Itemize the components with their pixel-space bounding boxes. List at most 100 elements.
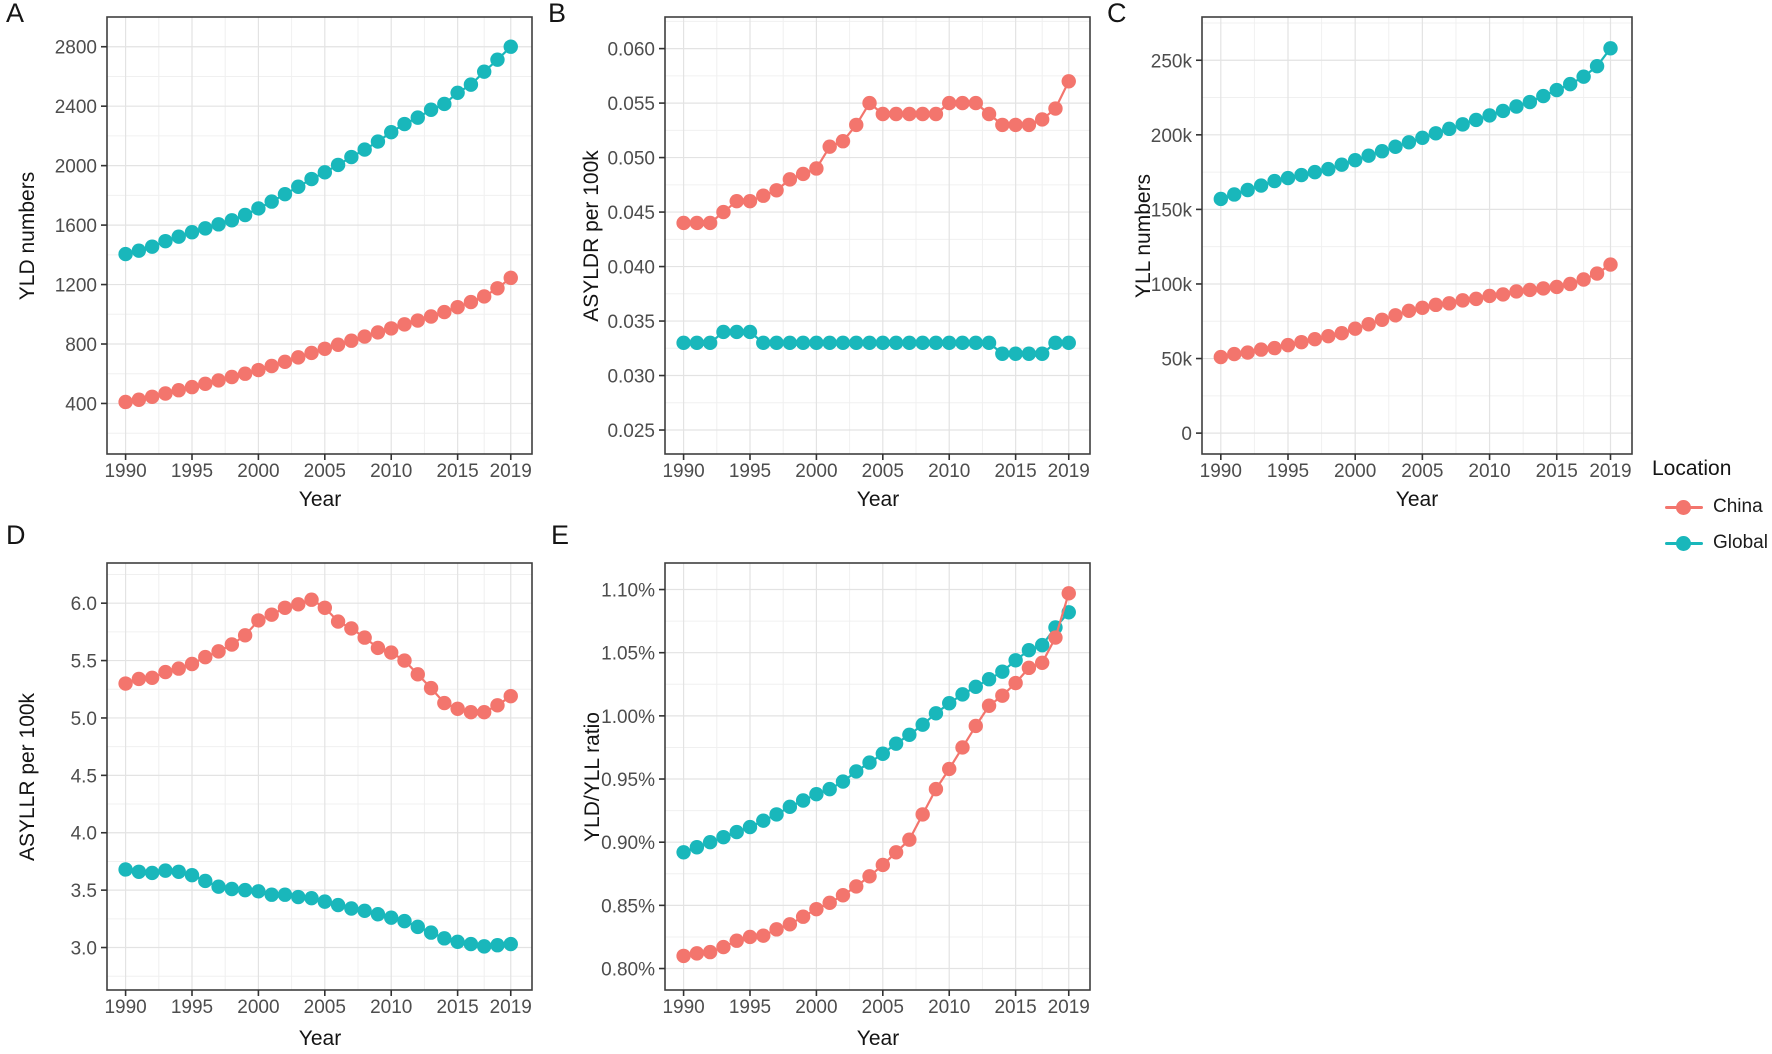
data-point	[995, 117, 1010, 133]
data-point	[503, 39, 518, 54]
data-point	[782, 799, 798, 815]
data-point	[702, 335, 718, 351]
x-tick-label: 2010	[370, 997, 412, 1018]
data-point	[902, 727, 917, 743]
y-tick-label: 1200	[55, 276, 97, 297]
data-point	[849, 117, 864, 133]
panel-a-y-axis-title: YLD numbers	[16, 171, 39, 301]
data-point	[1455, 293, 1470, 308]
data-point	[277, 600, 293, 615]
data-point	[835, 888, 851, 903]
x-tick-label: 2015	[994, 461, 1036, 482]
data-point	[1008, 346, 1023, 361]
data-point	[437, 695, 452, 711]
data-point	[450, 701, 465, 716]
data-point	[875, 746, 891, 761]
data-point	[756, 813, 771, 828]
data-point	[822, 895, 837, 911]
data-point	[437, 931, 452, 946]
data-point	[237, 882, 253, 898]
x-tick-label: 2010	[928, 997, 970, 1018]
data-point	[184, 379, 200, 395]
data-point	[344, 333, 359, 348]
data-point	[291, 889, 306, 905]
data-point	[224, 881, 240, 897]
data-point	[450, 299, 465, 315]
data-point	[264, 887, 279, 902]
data-point	[1415, 300, 1430, 316]
data-point	[503, 936, 518, 952]
data-point	[131, 864, 147, 879]
data-point	[769, 922, 784, 937]
data-point	[423, 680, 439, 696]
y-tick-label: 3.0	[71, 939, 97, 960]
y-tick-label: 50k	[1161, 350, 1192, 371]
data-point	[968, 335, 983, 351]
legend-label-global: Global	[1713, 532, 1768, 553]
data-point	[184, 656, 200, 672]
panel-a-x-axis-title: Year	[298, 488, 342, 511]
y-tick-label: 0.055	[607, 94, 655, 115]
data-point	[716, 829, 731, 845]
data-point	[264, 358, 279, 374]
y-tick-label: 100k	[1151, 275, 1193, 296]
data-point	[158, 664, 173, 680]
data-point	[809, 335, 824, 351]
data-point	[1294, 167, 1309, 183]
data-point	[211, 644, 226, 659]
data-point	[1509, 99, 1524, 114]
panel-C-plot: 1990 1995 2000 2005 2010 2015 2019 0 50k 100k 150k…	[1151, 16, 1633, 482]
panel-e-y-axis-title: YLD/YLL ratio	[581, 712, 604, 842]
x-tick-label: 1995	[1267, 461, 1309, 482]
y-tick-label: 150k	[1151, 200, 1193, 221]
data-point	[902, 832, 917, 847]
data-point	[1482, 108, 1497, 123]
data-point	[928, 335, 944, 351]
data-point	[981, 106, 997, 122]
x-tick-label: 2019	[1048, 461, 1090, 482]
data-point	[1401, 135, 1417, 150]
data-point	[1495, 103, 1511, 119]
panel-d-label: D	[6, 520, 26, 550]
data-point	[1034, 655, 1050, 671]
x-tick-label: 2019	[1589, 461, 1631, 482]
global-series-marker-icon	[1664, 532, 1704, 554]
data-point	[689, 335, 705, 351]
data-point	[1562, 276, 1578, 292]
x-tick-label: 1990	[662, 461, 704, 482]
data-point	[344, 901, 359, 916]
data-point	[1522, 94, 1538, 110]
x-tick-label: 1995	[729, 461, 771, 482]
data-point	[370, 134, 386, 149]
data-point	[1388, 139, 1403, 154]
data-point	[981, 335, 997, 351]
data-point	[490, 698, 505, 713]
y-tick-label: 5.0	[71, 709, 97, 730]
data-point	[384, 321, 399, 336]
data-point	[928, 706, 944, 721]
data-point	[955, 740, 970, 755]
data-point	[344, 621, 359, 636]
x-tick-label: 2005	[862, 461, 904, 482]
data-point	[1374, 144, 1390, 159]
data-point	[291, 597, 306, 612]
data-point	[689, 215, 705, 231]
data-point	[277, 354, 293, 370]
x-tick-label: 2015	[994, 997, 1036, 1018]
y-tick-label: 1.05%	[601, 644, 655, 665]
data-point	[716, 324, 731, 340]
data-point	[995, 664, 1010, 679]
data-point	[729, 933, 744, 948]
y-tick-label: 1600	[55, 216, 97, 237]
x-tick-label: 2005	[1401, 461, 1443, 482]
data-point	[397, 913, 412, 929]
panel-B-plot: 1990 1995 2000 2005 2010 2015 2019 0.025 0.030 0.…	[607, 16, 1091, 482]
data-point	[198, 649, 213, 665]
x-tick-label: 1990	[1200, 461, 1242, 482]
x-tick-label: 2010	[370, 461, 412, 482]
data-point	[888, 106, 904, 122]
data-point	[357, 630, 372, 645]
data-point	[211, 217, 226, 232]
data-point	[1267, 340, 1282, 356]
data-point	[184, 225, 200, 240]
